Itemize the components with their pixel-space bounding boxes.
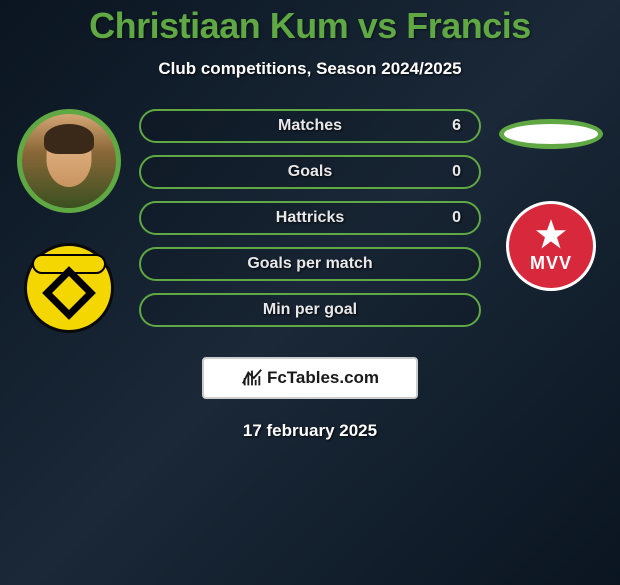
- stat-row-goals-per-match: Goals per match: [139, 247, 481, 281]
- stat-label: Min per goal: [263, 301, 357, 319]
- stats-list: Matches 6 Goals 0 Hattricks 0 Goals per …: [139, 109, 481, 327]
- stat-row-min-per-goal: Min per goal: [139, 293, 481, 327]
- club-badge-left: [24, 243, 114, 333]
- stat-label: Hattricks: [276, 209, 344, 227]
- stat-row-hattricks: Hattricks 0: [139, 201, 481, 235]
- stat-label: Goals per match: [247, 255, 372, 273]
- player-right-column: MVV: [491, 119, 611, 291]
- stat-value: 0: [452, 163, 461, 181]
- player-photo-right-placeholder: [499, 119, 603, 149]
- player-left-column: [9, 109, 129, 333]
- stat-label: Matches: [278, 117, 342, 135]
- chart-icon: [241, 367, 263, 389]
- club-badge-right: MVV: [506, 201, 596, 291]
- stat-value: 0: [452, 209, 461, 227]
- stat-row-goals: Goals 0: [139, 155, 481, 189]
- stat-label: Goals: [288, 163, 332, 181]
- brand-badge[interactable]: FcTables.com: [202, 357, 418, 399]
- club-right-label: MVV: [530, 253, 572, 274]
- subtitle: Club competitions, Season 2024/2025: [0, 59, 620, 79]
- stat-row-matches: Matches 6: [139, 109, 481, 143]
- comparison-panel: Matches 6 Goals 0 Hattricks 0 Goals per …: [0, 109, 620, 333]
- stat-value: 6: [452, 117, 461, 135]
- brand-name: FcTables.com: [267, 368, 379, 388]
- footer-date: 17 february 2025: [0, 421, 620, 441]
- star-icon: [531, 216, 571, 254]
- page-title: Christiaan Kum vs Francis: [0, 5, 620, 47]
- player-photo-left: [17, 109, 121, 213]
